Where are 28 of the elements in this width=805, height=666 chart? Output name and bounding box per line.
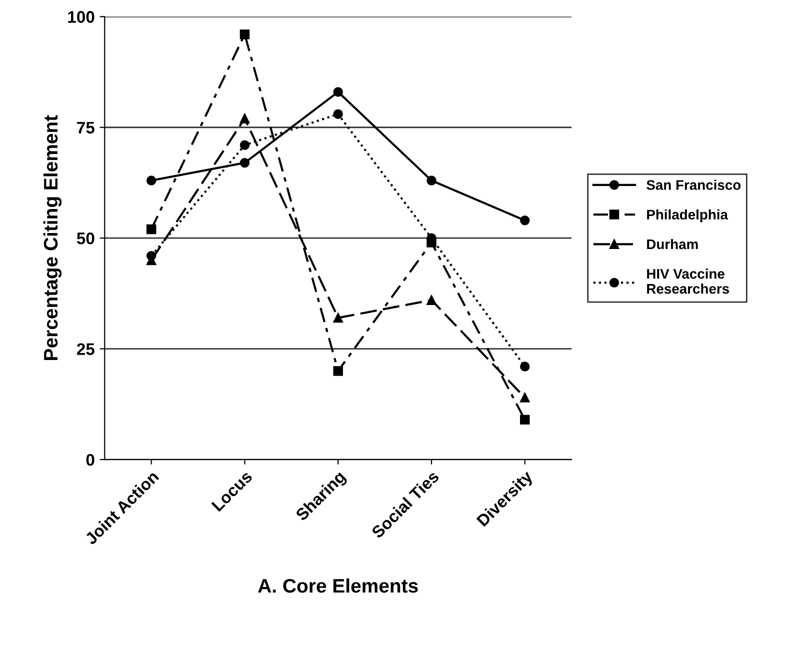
point [520, 414, 530, 425]
point [146, 224, 156, 234]
legend-label: San Francisco [646, 180, 741, 190]
legend-label: HIV Vaccine Researchers [647, 268, 729, 294]
point [520, 362, 530, 372]
y-tick-label: 25 [76, 343, 94, 356]
point [520, 216, 530, 226]
point [333, 312, 343, 323]
point [240, 30, 250, 40]
legend-label: Philadelphia [647, 209, 728, 222]
point [240, 140, 250, 150]
point [240, 158, 250, 168]
point [426, 176, 436, 186]
point [520, 392, 530, 402]
point [333, 109, 343, 119]
point [333, 87, 343, 97]
y-axis-title: Percentage Citing Element [43, 115, 62, 360]
y-tick-label: 50 [76, 232, 94, 244]
legend-label: Durham [647, 238, 698, 250]
y-tick-label: 75 [77, 122, 94, 134]
point [333, 366, 343, 376]
point [146, 250, 156, 261]
point [426, 295, 436, 305]
y-tick-label: 0 [86, 454, 94, 466]
x-axis-title: A. Core Elements [258, 578, 418, 593]
y-tick-label: 100 [68, 11, 94, 23]
point [240, 114, 250, 124]
point [146, 176, 156, 186]
